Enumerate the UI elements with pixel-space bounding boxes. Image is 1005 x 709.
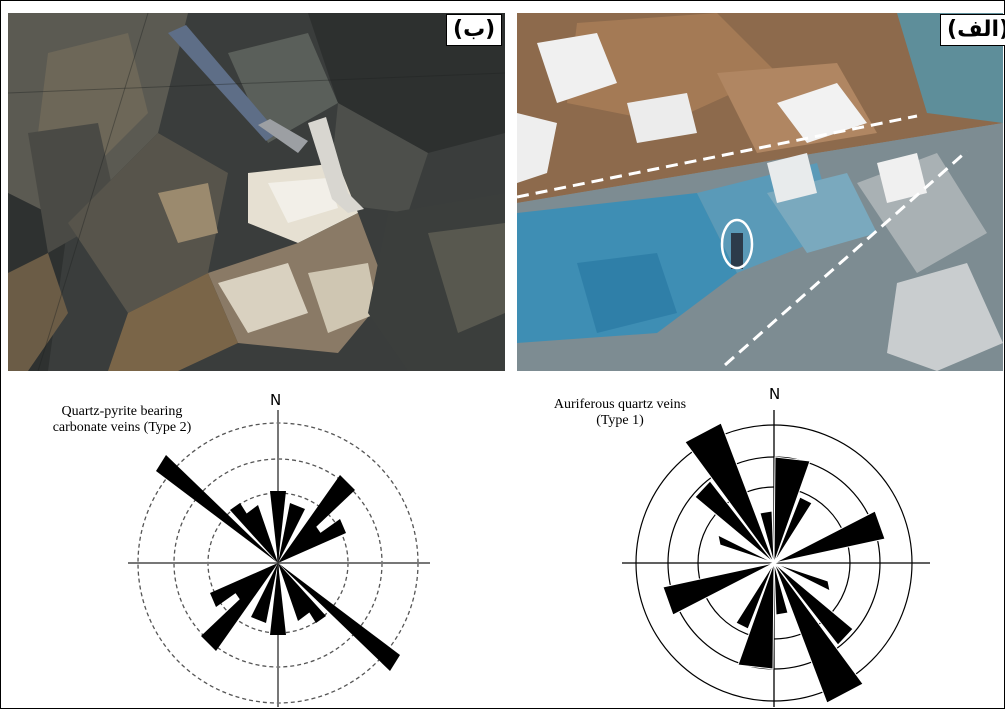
petal (737, 562, 775, 670)
petal (270, 491, 286, 563)
petal (270, 563, 286, 635)
petal (201, 563, 278, 651)
petal (662, 562, 775, 616)
caption-type2-veins: Quartz-pyrite bearing carbonate veins (T… (22, 404, 222, 436)
panel-label-alef: (الف) (940, 14, 1005, 46)
caption-line-1: Quartz-pyrite bearing (61, 404, 183, 419)
petal (230, 503, 278, 563)
petal (773, 562, 864, 704)
petal (759, 510, 775, 564)
petals-type1 (662, 422, 886, 704)
caption-type1-veins: Auriferous quartz veins (Type 1) (520, 397, 720, 429)
petal (773, 496, 813, 564)
petal (773, 562, 854, 646)
petal (773, 456, 811, 564)
petal (278, 563, 400, 671)
petal (278, 503, 305, 563)
rose-diagram-type2 (128, 410, 430, 707)
caption-line-2: carbonate veins (Type 2) (52, 420, 192, 435)
outcrop-photo-auriferous-quartz (517, 13, 1003, 371)
petal (278, 563, 326, 623)
petal (694, 480, 775, 564)
petal (278, 525, 322, 563)
petal (278, 475, 355, 563)
panel-label-b: (ب) (446, 14, 503, 46)
north-label: N (769, 385, 781, 403)
petal (773, 510, 886, 564)
petal (773, 562, 789, 616)
caption-line-2: (Type 1) (596, 413, 644, 428)
petal (156, 455, 278, 563)
petal (210, 563, 278, 607)
petal (251, 563, 278, 623)
petal (278, 563, 314, 621)
petals-type2 (156, 455, 400, 671)
petal (735, 562, 775, 630)
caption-line-1: Auriferous quartz veins (553, 397, 687, 412)
petal (234, 563, 278, 601)
petal (684, 422, 775, 564)
petal (242, 505, 278, 563)
outcrop-photo-quartz-carbonate (8, 13, 505, 371)
petal (278, 519, 346, 563)
petal (773, 562, 831, 592)
north-label: N (270, 391, 282, 409)
rose-diagram-type1 (622, 410, 930, 707)
petal (717, 534, 775, 564)
